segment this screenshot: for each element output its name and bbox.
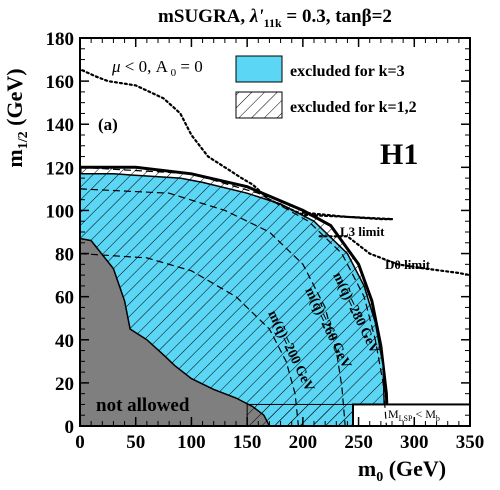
y-tick-label-140: 140 xyxy=(46,115,75,136)
y-tick-label-120: 120 xyxy=(46,158,75,179)
x-axis-label: m0 (GeV) xyxy=(358,456,446,485)
l3-limit-label: L3 limit xyxy=(340,224,385,239)
chart-title: mSUGRA, λ'11k = 0.3, tanβ=2 xyxy=(158,6,392,30)
x-tick-label-150: 150 xyxy=(233,432,262,453)
legend-swatch-k3 xyxy=(235,55,283,83)
panel-label: (a) xyxy=(98,115,118,134)
d0-limit-label: D0 limit xyxy=(385,257,431,272)
external-limit-2 xyxy=(318,235,470,277)
condition-label: μ < 0, A 0 = 0 xyxy=(111,57,203,79)
y-tick-label-100: 100 xyxy=(46,201,75,222)
y-tick-label-0: 0 xyxy=(65,417,75,438)
not-allowed-label: not allowed xyxy=(96,395,190,416)
mlsp-region xyxy=(352,403,470,426)
experiment-label: H1 xyxy=(380,138,418,171)
external-limit-1 xyxy=(301,211,394,221)
squark-contour-0 xyxy=(80,253,299,426)
y-axis-label: m1/2 (GeV) xyxy=(2,68,31,167)
x-tick-label-50: 50 xyxy=(126,432,145,453)
legend-label-k12: excluded for k=1,2 xyxy=(290,99,417,116)
x-tick-label-0: 0 xyxy=(75,432,85,453)
external-limit-0 xyxy=(81,69,394,221)
y-tick-label-80: 80 xyxy=(55,245,74,266)
legend-swatch-k12 xyxy=(235,91,283,119)
x-tick-label-250: 250 xyxy=(344,432,373,453)
y-tick-label-160: 160 xyxy=(46,72,75,93)
x-tick-label-300: 300 xyxy=(400,432,429,453)
y-tick-label-60: 60 xyxy=(55,288,74,309)
y-tick-label-20: 20 xyxy=(55,374,74,395)
squark-contour-2 xyxy=(80,166,387,426)
squark-contour-1 xyxy=(80,188,346,426)
mlsp-hatched-strip xyxy=(246,403,354,426)
legend: excluded for k=3 excluded for k=1,2 xyxy=(235,55,417,119)
x-tick-label-350: 350 xyxy=(456,432,485,453)
x-tick-label-100: 100 xyxy=(177,432,206,453)
legend-label-k3: excluded for k=3 xyxy=(290,63,405,80)
x-tick-label-200: 200 xyxy=(289,432,318,453)
mlsp-label: MLSP < Mb xyxy=(388,407,440,423)
y-tick-label-180: 180 xyxy=(46,29,75,50)
y-tick-label-40: 40 xyxy=(55,331,74,352)
